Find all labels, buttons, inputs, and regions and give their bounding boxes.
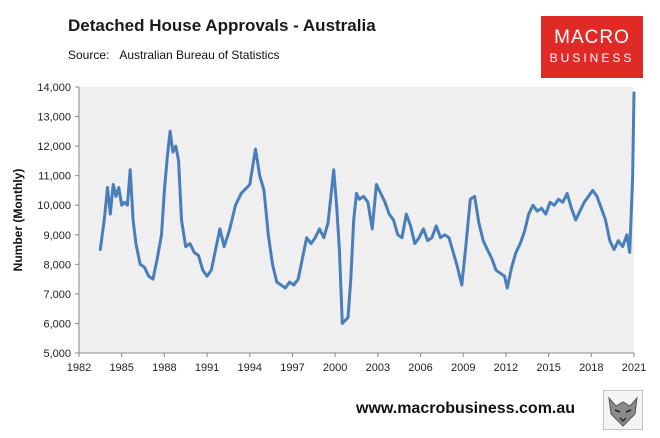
y-tick-label: 9,000 [43, 230, 71, 242]
website-url: www.macrobusiness.com.au [356, 400, 576, 417]
logo-line-business: BUSINESS [549, 51, 635, 65]
x-tick-label: 2000 [323, 362, 347, 374]
y-tick-label: 14,000 [37, 82, 71, 94]
x-axis: 1982 1985 1988 1991 1994 1997 2000 2003 2006 2009… [67, 352, 646, 374]
y-tick-label: 10,000 [37, 200, 71, 212]
source-label: Source: [68, 48, 110, 62]
x-tick-label: 1985 [109, 362, 133, 374]
y-tick-label: 6,000 [43, 318, 71, 330]
y-tick-label: 13,000 [37, 112, 71, 124]
x-tick-label: 1997 [280, 362, 304, 374]
y-tick-label: 8,000 [43, 259, 71, 271]
x-tick-label: 2006 [408, 362, 432, 374]
x-tick-label: 1991 [195, 362, 219, 374]
logo-line-macro: MACRO [554, 27, 630, 48]
series-line-detached-approvals [98, 91, 636, 325]
chart-title: Detached House Approvals - Australia [68, 16, 376, 35]
source-value: Australian Bureau of Statistics [119, 48, 280, 62]
x-tick-label: 1982 [67, 362, 91, 374]
x-tick-label: 2012 [494, 362, 518, 374]
y-tick-label: 11,000 [38, 171, 71, 183]
source-line: Source: Australian Bureau of Statistics [68, 48, 279, 62]
y-axis-label: Number (Monthly) [11, 169, 25, 272]
line-chart: 5,000 6,000 7,000 8,000 9,000 10,000 11,000 12,… [11, 82, 646, 374]
x-tick-label: 2009 [451, 362, 475, 374]
x-tick-label: 2021 [622, 362, 646, 374]
y-tick-label: 12,000 [37, 141, 71, 153]
x-tick-label: 1988 [152, 362, 176, 374]
wolf-logo-icon [603, 390, 643, 430]
y-axis: 5,000 6,000 7,000 8,000 9,000 10,000 11,000 12,… [37, 82, 80, 360]
x-tick-label: 1994 [238, 362, 262, 374]
x-tick-label: 2015 [536, 362, 560, 374]
y-tick-label: 5,000 [43, 348, 71, 360]
x-tick-label: 2003 [366, 362, 390, 374]
macrobusiness-logo: MACRO BUSINESS [541, 16, 643, 78]
x-tick-label: 2018 [579, 362, 603, 374]
y-tick-label: 7,000 [43, 289, 71, 301]
